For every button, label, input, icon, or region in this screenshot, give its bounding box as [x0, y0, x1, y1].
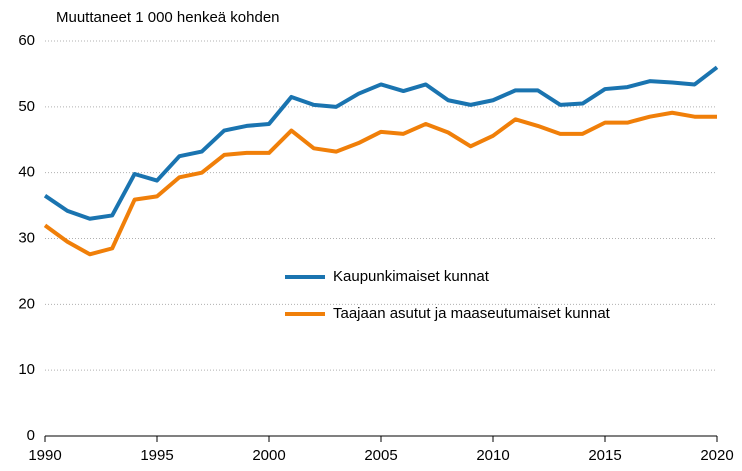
series-line	[43, 65, 719, 221]
y-tick-label: 40	[18, 164, 35, 181]
y-tick-label: 60	[18, 32, 35, 49]
y-tick-label: 30	[18, 229, 35, 246]
x-tick-label: 1995	[140, 447, 173, 464]
x-tick-label: 1990	[28, 447, 61, 464]
x-tick-label: 2005	[364, 447, 397, 464]
y-tick-label: 0	[27, 427, 35, 444]
y-tick-label: 10	[18, 361, 35, 378]
x-tick-label: 2000	[252, 447, 285, 464]
x-tick-label: 2015	[588, 447, 621, 464]
x-tick-label: 2020	[700, 447, 733, 464]
legend-label: Taajaan asutut ja maaseutumaiset kunnat	[333, 305, 611, 322]
y-tick-label: 50	[18, 98, 35, 115]
series-line	[43, 110, 717, 257]
x-tick-label: 2010	[476, 447, 509, 464]
chart-title: Muuttaneet 1 000 henkeä kohden	[56, 9, 280, 26]
y-tick-label: 20	[18, 295, 35, 312]
legend-label: Kaupunkimaiset kunnat	[333, 268, 490, 285]
